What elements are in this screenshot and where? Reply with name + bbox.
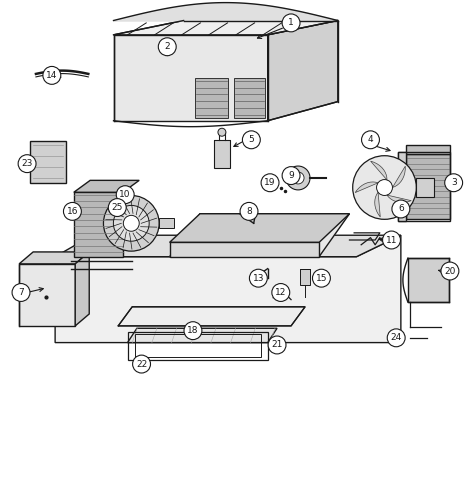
Polygon shape [19,264,75,326]
Circle shape [158,38,176,56]
Text: 20: 20 [444,266,455,276]
Circle shape [282,14,300,32]
Text: 16: 16 [67,207,78,216]
Text: 13: 13 [252,274,264,283]
Text: 12: 12 [275,288,287,297]
Polygon shape [19,252,89,264]
Circle shape [392,200,410,218]
Text: 24: 24 [391,333,402,342]
Polygon shape [114,21,338,35]
Circle shape [113,205,149,241]
Circle shape [12,284,30,301]
Text: 6: 6 [398,204,404,214]
Circle shape [218,128,226,136]
Polygon shape [392,166,405,188]
Circle shape [261,174,279,192]
Circle shape [313,269,330,287]
Polygon shape [375,192,380,217]
Circle shape [286,166,310,190]
Polygon shape [170,214,350,257]
Polygon shape [170,242,319,257]
Bar [134,334,261,357]
Polygon shape [406,154,450,218]
Circle shape [268,336,286,354]
Circle shape [18,155,36,173]
Text: 21: 21 [271,340,283,349]
Circle shape [266,177,277,189]
Polygon shape [268,21,338,120]
Polygon shape [406,144,450,154]
Polygon shape [55,235,401,343]
Polygon shape [31,141,66,183]
Circle shape [240,203,258,220]
Polygon shape [75,252,89,326]
Circle shape [108,199,126,216]
Bar [159,218,174,228]
Circle shape [184,322,202,340]
Bar [127,332,268,360]
Polygon shape [74,192,123,257]
Text: 15: 15 [316,274,327,283]
Text: 11: 11 [386,236,397,244]
Text: 19: 19 [264,178,276,187]
Polygon shape [118,307,305,326]
Polygon shape [74,180,139,192]
Circle shape [352,156,416,219]
Circle shape [282,167,300,184]
Text: 22: 22 [136,360,147,369]
Bar [234,78,265,118]
Circle shape [445,174,462,192]
Circle shape [441,262,459,280]
Circle shape [361,131,379,149]
Circle shape [272,284,290,301]
Text: 9: 9 [288,171,294,180]
Circle shape [387,329,405,347]
Polygon shape [408,258,449,302]
Bar [196,78,228,118]
Text: 8: 8 [246,207,252,216]
Text: 3: 3 [451,178,456,187]
Text: 7: 7 [18,288,24,297]
Polygon shape [398,152,406,221]
Circle shape [123,216,139,231]
Polygon shape [127,328,277,343]
Bar [214,140,230,168]
Circle shape [243,131,260,149]
Text: 5: 5 [249,135,254,144]
Bar [300,269,310,285]
Text: 14: 14 [46,71,57,80]
Circle shape [376,180,392,195]
Circle shape [383,231,400,249]
Polygon shape [355,182,378,192]
Text: 4: 4 [368,135,373,144]
Circle shape [292,172,304,184]
Polygon shape [55,235,401,257]
Polygon shape [170,214,350,242]
Text: 23: 23 [22,159,33,168]
Text: 10: 10 [119,190,131,199]
Text: 1: 1 [288,18,294,27]
Polygon shape [387,195,411,203]
Circle shape [63,203,81,220]
Text: 2: 2 [164,42,170,51]
Text: 25: 25 [111,203,123,212]
Bar [416,178,434,197]
Polygon shape [370,161,387,180]
Polygon shape [114,35,268,120]
Circle shape [133,355,150,373]
Circle shape [103,195,159,251]
Circle shape [43,66,61,84]
Text: 18: 18 [187,326,199,335]
Circle shape [250,269,267,287]
Circle shape [116,186,134,204]
